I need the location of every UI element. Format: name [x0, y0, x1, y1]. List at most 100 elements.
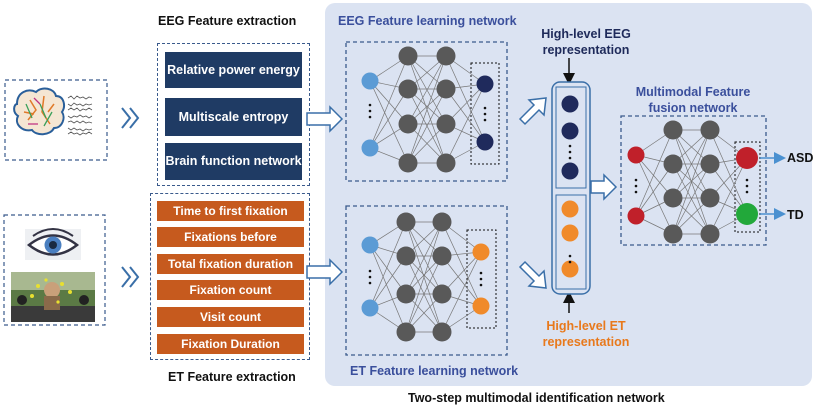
brain-icon — [13, 87, 65, 136]
eeg-net-layer1-node1 — [398, 79, 418, 99]
fusion-net-layer1-node1 — [663, 154, 683, 174]
et-net-layer2-node3 — [432, 322, 452, 342]
et-representation-node-2 — [561, 260, 579, 278]
arrow-et-to-representation-icon — [518, 260, 547, 289]
connection-edge — [635, 154, 674, 235]
arrow-eeg-to-representation-icon — [518, 97, 547, 126]
connection-edge — [369, 244, 407, 295]
connection-edge — [407, 55, 447, 125]
high-level-et-label: High-level ET representation — [542, 319, 630, 349]
eeg-net-layer1-node0 — [398, 46, 418, 66]
child-photo-icon — [11, 272, 95, 322]
connection-edge — [405, 221, 443, 333]
connection-edge — [369, 55, 409, 149]
et-representation-node-1 — [561, 224, 579, 242]
fusion-net-layer0-node1 — [627, 207, 645, 225]
feature-visit-count: Visit count — [157, 307, 304, 327]
et-network-box — [345, 205, 508, 356]
connection-edge — [407, 88, 447, 164]
fusion-network-box — [620, 115, 767, 246]
arrow-et-to-network-icon — [306, 258, 344, 286]
et-input-box — [3, 214, 106, 326]
eeg-representation-node-2 — [561, 162, 579, 180]
fusion-net-layer2-node1 — [700, 154, 720, 174]
eeg-net-layer2-node1 — [436, 79, 456, 99]
connection-edge — [369, 221, 407, 309]
eeg-net-layer3-node1 — [476, 133, 494, 151]
feature-fixation-count: Fixation count — [157, 280, 304, 300]
eeg-extraction-title: EEG Feature extraction — [158, 14, 297, 28]
et-net-layer3-node0 — [472, 243, 490, 261]
arrow-representation-to-fusion-icon — [590, 173, 618, 201]
et-net-layer0-node1 — [361, 299, 379, 317]
connection-edge — [405, 221, 443, 295]
output-td-label: TD — [787, 208, 804, 222]
eeg-net-layer3-node0 — [476, 75, 494, 93]
connection-edge — [635, 163, 674, 217]
eeg-learning-title: EEG Feature learning network — [338, 14, 517, 28]
feature-time-to-first-fixation: Time to first fixation — [157, 201, 304, 221]
eeg-net-layer1-node2 — [398, 114, 418, 134]
connection-edge — [405, 255, 443, 333]
eeg-net-layer0-node0 — [361, 72, 379, 90]
connection-edge — [441, 221, 482, 307]
et-net-layer0-node0 — [361, 236, 379, 254]
connection-edge — [441, 251, 482, 333]
td-output-node — [736, 203, 758, 225]
connection-edge — [709, 129, 748, 215]
connection-edge — [369, 88, 409, 149]
connection-edge — [369, 244, 407, 333]
et-net-layer2-node2 — [432, 284, 452, 304]
connection-edge — [672, 163, 711, 235]
eeg-net-layer2-node3 — [436, 153, 456, 173]
eeg-representation-box — [555, 86, 587, 189]
eeg-representation-node-1 — [561, 122, 579, 140]
feature-total-fixation-duration: Total fixation duration — [157, 254, 304, 274]
feature-relative-power-energy: Relative power energy — [165, 52, 302, 88]
eeg-net-layer2-node2 — [436, 114, 456, 134]
et-extraction-title: ET Feature extraction — [168, 370, 296, 384]
fusion-net-layer2-node2 — [700, 188, 720, 208]
chevron-eeg-icon — [121, 107, 140, 129]
fusion-net-layer2-node0 — [700, 120, 720, 140]
ellipsis-dots — [368, 103, 749, 287]
et-net-layer1-node0 — [396, 212, 416, 232]
connection-edge — [441, 255, 482, 307]
connection-edge — [672, 129, 711, 199]
connection-edge — [407, 55, 447, 164]
fusion-net-layer0-node0 — [627, 146, 645, 164]
connection-edge — [672, 129, 711, 235]
et-representation-box — [555, 194, 587, 290]
eeg-net-layer2-node0 — [436, 46, 456, 66]
output-asd-label: ASD — [787, 151, 814, 165]
connection-edge — [445, 88, 486, 143]
et-net-layer1-node3 — [396, 322, 416, 342]
connection-edge — [445, 55, 486, 143]
fusion-net-layer1-node0 — [663, 120, 683, 140]
feature-multiscale-entropy: Multiscale entropy — [165, 98, 302, 136]
arrow-eeg-to-network-icon — [306, 105, 344, 133]
chevron-et-icon — [121, 266, 140, 288]
eeg-net-layer0-node1 — [361, 139, 379, 157]
et-representation-node-0 — [561, 200, 579, 218]
et-net-layer2-node0 — [432, 212, 452, 232]
fusion-net-layer1-node3 — [663, 224, 683, 244]
eeg-representation-node-0 — [561, 95, 579, 113]
feature-brain-function-network: Brain function network — [165, 143, 302, 180]
et-learning-title: ET Feature learning network — [350, 364, 519, 378]
connection-edge — [369, 80, 409, 164]
feature-fixation-duration: Fixation Duration — [157, 334, 304, 354]
et-output-layer-box — [466, 229, 497, 329]
feature-fixations-before: Fixations before — [157, 227, 304, 247]
diagram-caption: Two-step multimodal identification netwo… — [408, 391, 665, 405]
fusion-net-layer1-node2 — [663, 188, 683, 208]
et-net-layer3-node1 — [472, 297, 490, 315]
et-net-layer2-node1 — [432, 246, 452, 266]
eeg-output-layer-box — [470, 62, 500, 165]
connection-edge — [709, 157, 748, 235]
eeg-network-box — [345, 41, 508, 182]
high-level-eeg-label: High-level EEG representation — [541, 27, 631, 57]
connection-edge — [369, 255, 407, 309]
asd-output-node — [736, 147, 758, 169]
